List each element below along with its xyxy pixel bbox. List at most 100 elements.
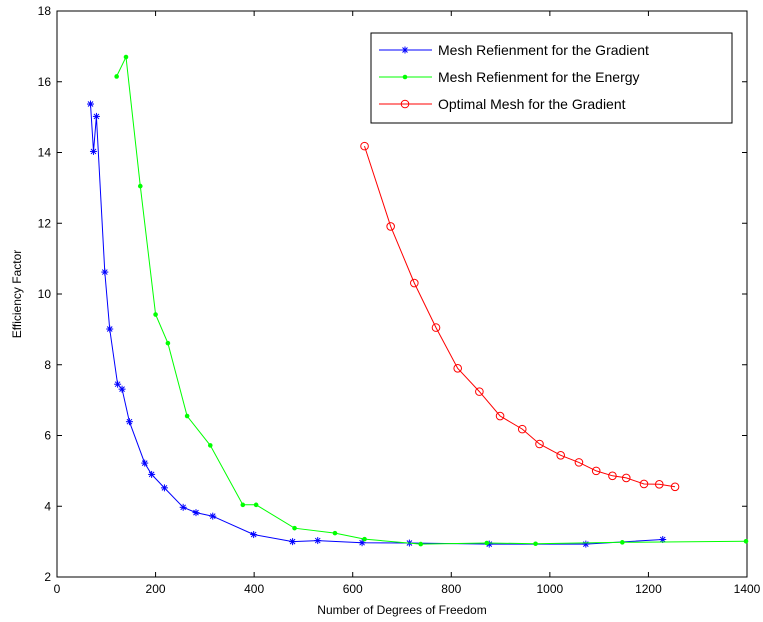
- y-tick-label: 12: [38, 216, 52, 230]
- marker-stroke: [90, 148, 97, 155]
- data-point: [148, 470, 156, 478]
- data-point: [106, 325, 114, 333]
- data-point: [621, 473, 631, 483]
- data-point: [639, 479, 649, 489]
- marker-stroke: [106, 326, 113, 332]
- marker-stroke: [314, 537, 321, 544]
- data-point: [192, 509, 200, 517]
- marker-stroke: [101, 269, 108, 275]
- data-point: [332, 530, 338, 536]
- data-point: [418, 541, 424, 547]
- x-tick-label: 600: [343, 582, 363, 596]
- marker-stroke: [114, 381, 121, 388]
- y-tick-label: 8: [44, 358, 51, 372]
- data-point: [453, 363, 462, 373]
- marker-stroke: [402, 47, 408, 53]
- marker-stroke: [141, 460, 148, 466]
- data-point: [484, 540, 490, 546]
- series-line: [90, 103, 663, 545]
- series-mesh-refienment-for-the-gradient: [87, 100, 667, 548]
- data-point: [360, 141, 369, 151]
- data-point: [314, 537, 322, 545]
- data-point: [179, 503, 187, 511]
- series-line: [364, 145, 676, 488]
- x-tick-label: 400: [244, 582, 264, 596]
- series-optimal-mesh-for-the-gradient: [360, 141, 680, 492]
- y-tick-label: 4: [44, 499, 51, 513]
- data-point: [123, 54, 129, 60]
- data-point: [114, 74, 119, 79]
- x-tick-label: 1000: [537, 582, 564, 596]
- data-point: [591, 466, 601, 476]
- marker-stroke: [180, 504, 187, 511]
- x-tick-label: 1200: [635, 582, 662, 596]
- data-point: [250, 531, 258, 539]
- marker-stroke: [119, 386, 125, 393]
- data-point: [160, 484, 168, 492]
- data-point: [87, 100, 95, 108]
- data-point: [184, 413, 190, 419]
- data-point: [410, 278, 419, 288]
- data-point: [608, 471, 617, 481]
- y-tick-label: 10: [38, 287, 52, 301]
- axis-ticks: 0 200 400 600 800 1000 1200 1400 2 4 6 8 10 12 14 16 18: [38, 4, 761, 596]
- data-point: [114, 380, 122, 388]
- series-layer: [87, 54, 749, 548]
- legend-entry: Mesh Refienment for the Gradient: [379, 42, 649, 58]
- legend-marker: [400, 99, 410, 109]
- y-tick-label: 2: [44, 570, 51, 584]
- data-point: [92, 112, 100, 120]
- legend-label: Mesh Refienment for the Gradient: [438, 42, 649, 58]
- data-point: [253, 502, 259, 508]
- legend-label: Mesh Refienment for the Energy: [438, 69, 640, 85]
- legend-box: [370, 32, 733, 124]
- marker-stroke: [193, 509, 199, 516]
- data-point: [743, 538, 749, 544]
- data-point: [209, 512, 217, 520]
- legend-entry: Optimal Mesh for the Gradient: [379, 96, 626, 112]
- data-point: [207, 443, 213, 448]
- data-point: [535, 439, 544, 449]
- data-point: [556, 451, 566, 460]
- data-point: [141, 459, 149, 467]
- x-tick-label: 0: [54, 582, 61, 596]
- data-point: [582, 540, 590, 548]
- data-point: [431, 323, 441, 332]
- data-point: [495, 411, 505, 421]
- y-tick-label: 14: [38, 146, 52, 160]
- marker-stroke: [87, 101, 94, 107]
- series-mesh-refienment-for-the-energy: [114, 54, 749, 547]
- marker-stroke: [148, 471, 155, 478]
- data-point: [475, 387, 484, 396]
- data-point: [240, 502, 246, 508]
- data-point: [574, 458, 584, 467]
- legend: Mesh Refienment for the Gradient Mesh Ref…: [370, 32, 733, 124]
- y-axis-label: Efficiency Factor: [10, 250, 24, 338]
- data-point: [165, 340, 171, 346]
- data-point: [89, 147, 97, 155]
- x-axis-label: Number of Degrees of Freedom: [317, 603, 486, 617]
- data-point: [289, 538, 297, 546]
- marker-stroke: [659, 536, 666, 543]
- x-tick-label: 200: [146, 582, 166, 596]
- y-tick-label: 18: [38, 4, 52, 18]
- legend-entry: Mesh Refienment for the Energy: [379, 69, 640, 85]
- y-tick-label: 6: [44, 429, 51, 443]
- legend-label: Optimal Mesh for the Gradient: [438, 96, 626, 112]
- data-point: [386, 222, 395, 231]
- data-point: [125, 418, 133, 426]
- marker-stroke: [486, 541, 493, 547]
- data-point: [118, 385, 126, 393]
- data-point: [533, 541, 538, 547]
- data-point: [101, 268, 109, 276]
- legend-marker: [401, 46, 409, 54]
- data-point: [620, 540, 625, 545]
- y-tick-label: 16: [38, 75, 52, 89]
- data-point: [362, 536, 367, 542]
- data-point: [517, 424, 527, 434]
- marker-stroke: [209, 513, 216, 520]
- marker-stroke: [126, 418, 133, 425]
- data-point: [670, 482, 680, 492]
- x-tick-label: 1400: [734, 582, 761, 596]
